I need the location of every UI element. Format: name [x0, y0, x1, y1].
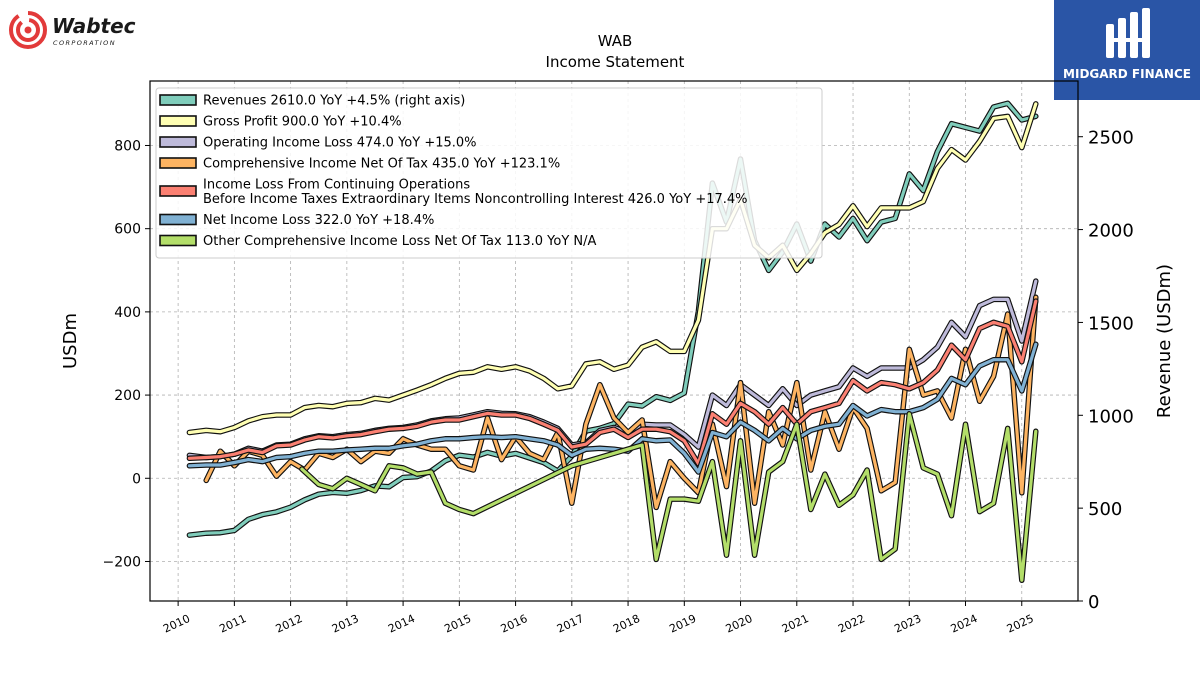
legend-entry-label: Gross Profit 900.0 YoY +10.4% [203, 115, 402, 130]
y-tick-label-left: 0 [132, 471, 141, 487]
midgard-finance-logo: MIDGARD FINANCE [1054, 0, 1200, 100]
series-line-3 [203, 294, 1039, 511]
x-tick-label: 2011 [217, 612, 248, 636]
legend-swatch [159, 185, 197, 197]
legend-swatch [159, 94, 197, 106]
legend-entry-label: Comprehensive Income Net Of Tax 435.0 Yo… [203, 157, 560, 172]
x-tick-label: 2023 [892, 612, 923, 636]
legend-entry-label: Operating Income Loss 474.0 YoY +15.0% [203, 136, 477, 151]
series-line-5 [186, 341, 1039, 475]
legend-swatch [159, 157, 197, 169]
legend-entry-label: Net Income Loss 322.0 YoY +18.4% [203, 213, 434, 228]
x-tick-label: 2021 [780, 612, 811, 636]
x-tick-label: 2015 [442, 612, 473, 636]
y-tick-label-right: 1000 [1088, 406, 1134, 427]
chart-subtitle: Income Statement [545, 53, 685, 71]
x-tick-label: 2010 [161, 612, 192, 636]
y-tick-label-left: 200 [114, 388, 141, 404]
x-tick-label: 2017 [555, 612, 586, 636]
y-axis-label-left: USDm [60, 313, 81, 369]
chart-title: WAB [597, 32, 633, 50]
series-line-4 [186, 298, 1039, 467]
wabtec-logo: Wabtec CORPORATION [8, 8, 148, 52]
legend-entry-label: Revenues 2610.0 YoY +4.5% (right axis) [203, 94, 465, 109]
y-tick-label-right: 2000 [1088, 221, 1134, 242]
x-tick-label: 2024 [949, 612, 980, 636]
series-stroke [187, 102, 1038, 435]
series-stroke [187, 299, 1038, 466]
y-tick-label-left: −200 [103, 554, 141, 570]
series-stroke [187, 342, 1038, 474]
y-axis-label-right: Revenue (USDm) [1154, 264, 1175, 418]
legend-entry-label: Other Comprehensive Income Loss Net Of T… [203, 234, 597, 249]
series-stroke [300, 412, 1038, 582]
y-tick-label-right: 500 [1088, 499, 1122, 520]
series-outline [203, 294, 1039, 511]
y-tick-label-left: 800 [114, 138, 141, 154]
legend-swatch [159, 234, 197, 247]
legend-box [155, 87, 823, 259]
series-line-1 [186, 101, 1039, 436]
y-tick-label-left: 600 [114, 222, 141, 238]
x-tick-label: 2013 [330, 612, 361, 636]
x-tick-label: 2018 [611, 612, 642, 636]
x-tick-label: 2019 [667, 612, 698, 636]
series-stroke [204, 295, 1038, 509]
series-line-6 [299, 411, 1039, 583]
y-tick-label-right: 0 [1088, 592, 1099, 613]
legend-swatch [159, 115, 197, 127]
legend-swatch [159, 136, 197, 148]
legend-entry-label: Income Loss From Continuing Operations [203, 178, 470, 193]
y-tick-label-right: 2500 [1088, 128, 1134, 149]
legend-swatch [159, 213, 197, 226]
midgard-wordmark: MIDGARD FINANCE [1063, 67, 1191, 81]
x-tick-label: 2012 [274, 612, 305, 636]
x-tick-label: 2025 [1005, 612, 1036, 636]
wabtec-subtitle: CORPORATION [53, 39, 116, 47]
midgard-emblem-icon [1106, 8, 1150, 58]
y-tick-label-right: 1500 [1088, 313, 1134, 334]
series-stroke [187, 101, 1038, 537]
x-tick-label: 2014 [386, 612, 417, 636]
wabtec-wordmark: Wabtec [52, 14, 136, 38]
series-line-0 [186, 100, 1039, 538]
y-tick-label-left: 400 [114, 305, 141, 321]
x-tick-label: 2020 [724, 612, 755, 636]
legend-entry-label: Before Income Taxes Extraordinary Items … [203, 192, 748, 207]
plot-frame [149, 80, 1079, 602]
legend: Revenues 2610.0 YoY +4.5% (right axis) Gr… [155, 87, 823, 259]
x-tick-label: 2016 [499, 612, 530, 636]
x-tick-label: 2022 [836, 612, 867, 636]
wabtec-emblem-icon [9, 11, 47, 49]
